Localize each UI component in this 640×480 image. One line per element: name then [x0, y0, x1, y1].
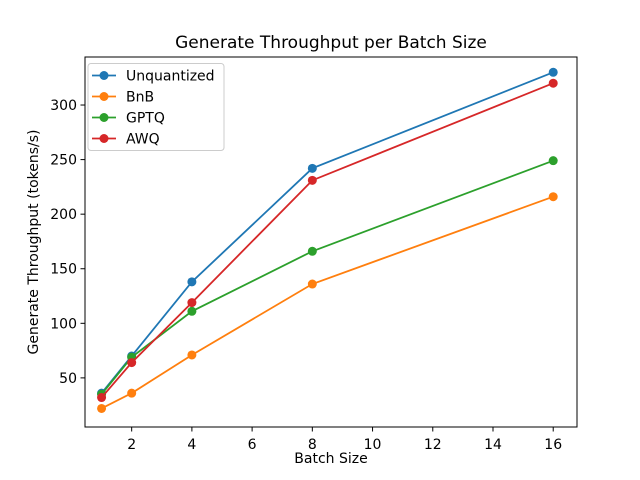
data-point-awq — [307, 175, 317, 185]
data-point-unquantized — [187, 277, 197, 287]
y-tick-label: 250 — [50, 153, 77, 169]
x-tick-label: 14 — [484, 437, 502, 453]
axes-frame — [84, 56, 578, 428]
data-point-awq — [127, 358, 137, 368]
x-tick-label: 2 — [127, 437, 136, 453]
series-line-bnb — [101, 195, 554, 410]
y-tick-label: 150 — [50, 262, 77, 278]
data-point-bnb — [187, 350, 197, 360]
data-point-awq — [97, 393, 107, 403]
x-axis-label: Batch Size — [294, 451, 367, 467]
legend-item-unquantized: Unquantized — [92, 69, 215, 85]
legend-marker-icon — [99, 113, 109, 122]
y-axis-label: Generate Throughput (tokens/s) — [26, 130, 42, 355]
x-tick-label: 8 — [308, 437, 317, 453]
data-point-bnb — [548, 192, 558, 202]
y-tick-label: 100 — [50, 316, 77, 332]
y-tick-label: 300 — [50, 98, 77, 114]
y-tick-label: 50 — [59, 371, 77, 387]
legend-label: BnB — [126, 90, 154, 106]
legend-marker-icon — [99, 92, 109, 101]
data-point-awq — [548, 78, 558, 88]
y-tick-label: 200 — [50, 207, 77, 223]
data-point-gptq — [307, 246, 317, 256]
legend-label: GPTQ — [126, 111, 165, 127]
data-point-awq — [187, 298, 197, 308]
data-point-bnb — [97, 403, 107, 413]
legend-item-bnb: BnB — [92, 90, 154, 106]
legend-item-gptq: GPTQ — [92, 111, 165, 127]
legend: Unquantized BnB GPTQ AWQ — [87, 63, 225, 151]
series-line-gptq — [100, 159, 554, 395]
x-tick-label: 4 — [187, 437, 196, 453]
data-point-unquantized — [307, 163, 317, 173]
legend-item-awq: AWQ — [92, 132, 160, 148]
x-tick-label: 12 — [424, 437, 442, 453]
data-point-gptq — [187, 306, 197, 316]
legend-label: AWQ — [126, 132, 160, 148]
legend-marker-icon — [99, 71, 109, 80]
data-point-bnb — [127, 388, 137, 398]
data-point-bnb — [307, 279, 317, 289]
chart-title: Generate Throughput per Batch Size — [175, 33, 487, 53]
x-tick-label: 6 — [248, 437, 257, 453]
data-point-gptq — [548, 156, 558, 166]
x-tick-label: 16 — [544, 437, 562, 453]
legend-marker-icon — [99, 134, 109, 143]
data-point-unquantized — [548, 67, 558, 77]
legend-box — [87, 63, 225, 151]
plot-area: 2 4 6 8 10 12 14 16 50 100 150 200 250 300 — [50, 56, 578, 453]
legend-label: Unquantized — [126, 69, 215, 85]
x-tick-label: 10 — [364, 437, 382, 453]
